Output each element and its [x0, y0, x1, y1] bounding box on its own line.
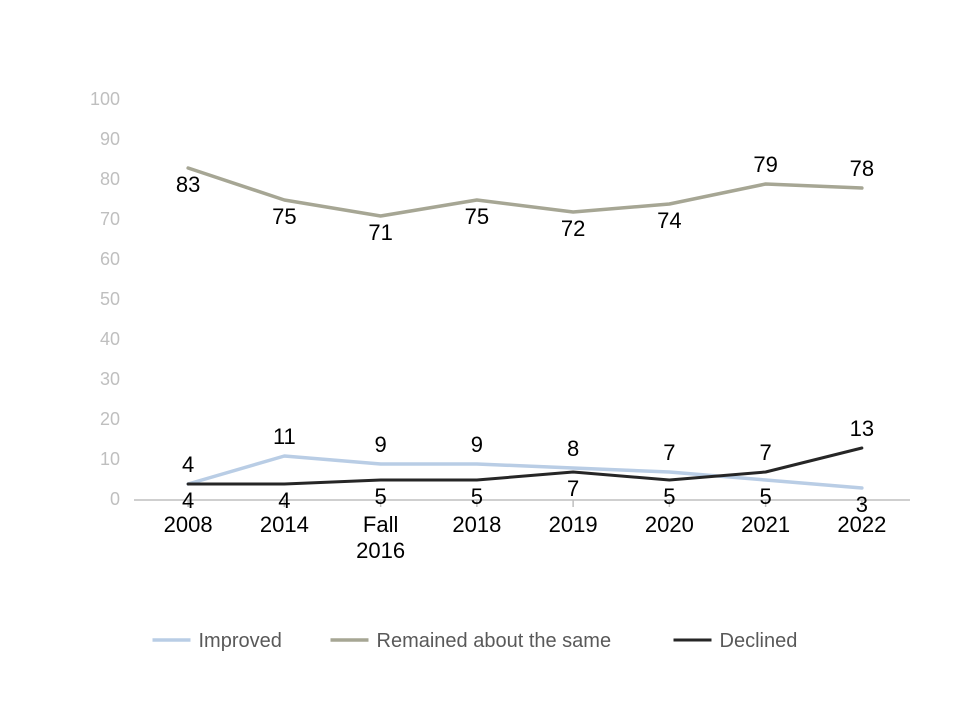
- data-label: 11: [273, 424, 296, 449]
- data-label: 78: [850, 156, 874, 181]
- data-label: 4: [182, 452, 194, 477]
- data-label: 71: [368, 220, 392, 245]
- data-label: 5: [375, 484, 387, 509]
- y-tick-label: 40: [100, 329, 120, 349]
- data-label: 7: [663, 440, 675, 465]
- legend-item: Declined: [674, 630, 798, 652]
- x-tick-label: 2018: [452, 512, 501, 537]
- data-label: 75: [465, 204, 489, 229]
- y-tick-label: 20: [100, 409, 120, 429]
- x-tick-label: 2020: [645, 512, 694, 537]
- x-tick-label: 2014: [260, 512, 309, 537]
- x-tick-label: 2021: [741, 512, 790, 537]
- data-label: 75: [272, 204, 296, 229]
- y-tick-label: 0: [110, 489, 120, 509]
- legend-label: Improved: [199, 630, 282, 652]
- data-label: 79: [753, 152, 777, 177]
- line-chart: 0 10 20 30 40 50 60 70 80 90 100 2008 2014 Fall2016 20…: [0, 0, 960, 720]
- x-tick-label: 2016: [356, 538, 405, 563]
- legend-item: Improved: [153, 630, 282, 652]
- data-label: 7: [760, 440, 772, 465]
- y-tick-label: 10: [100, 449, 120, 469]
- y-tick-label: 80: [100, 169, 120, 189]
- data-label: 4: [182, 488, 194, 513]
- data-label: 72: [561, 216, 585, 241]
- data-label: 5: [663, 484, 675, 509]
- y-tick-label: 30: [100, 369, 120, 389]
- legend-label: Declined: [720, 630, 798, 652]
- data-label: 9: [375, 432, 387, 457]
- legend-item: Remained about the same: [331, 630, 612, 652]
- data-label: 5: [760, 484, 772, 509]
- x-tick-label: 2008: [164, 512, 213, 537]
- data-label: 4: [278, 488, 290, 513]
- y-tick-label: 60: [100, 249, 120, 269]
- x-tick-label: Fall: [363, 512, 398, 537]
- data-label: 3: [856, 492, 868, 517]
- data-label: 74: [657, 208, 681, 233]
- legend-label: Remained about the same: [377, 630, 612, 652]
- y-tick-label: 70: [100, 209, 120, 229]
- data-label: 9: [471, 432, 483, 457]
- data-label: 83: [176, 172, 200, 197]
- y-tick-label: 50: [100, 289, 120, 309]
- x-tick-label: 2019: [549, 512, 598, 537]
- y-tick-label: 90: [100, 129, 120, 149]
- data-label: 5: [471, 484, 483, 509]
- data-label: 13: [850, 416, 874, 441]
- y-tick-label: 100: [90, 89, 120, 109]
- data-label: 8: [567, 436, 579, 461]
- data-label: 7: [567, 476, 579, 501]
